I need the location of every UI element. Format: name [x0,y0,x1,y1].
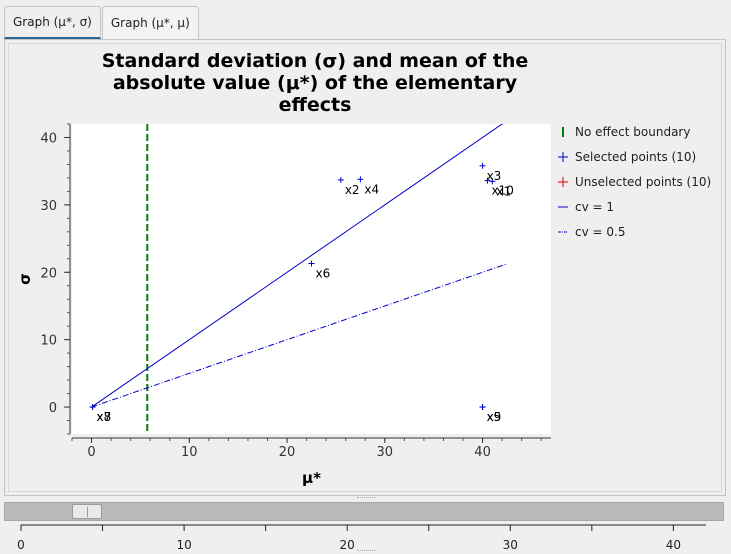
data-point-x4 [357,176,364,183]
y-tick-label: 30 [40,199,57,214]
slider-track[interactable] [4,502,724,521]
x-tick-label: 0 [87,445,95,460]
x-tick-label: 40 [474,445,491,460]
tab-bar: Graph (μ*, σ) Graph (μ*, μ) [4,6,200,40]
x-tick-label: 30 [377,445,394,460]
point-label-x7: x7 [97,410,112,424]
data-point-x10 [484,177,491,184]
point-label-x5: x5 [487,410,502,424]
point-label-x3: x3 [487,169,502,183]
y-tick-label: 20 [40,266,57,281]
cv-0-5-line [91,263,508,408]
data-point-x1 [489,178,496,185]
splitter-handle-top[interactable] [357,497,375,501]
x-tick-label: 20 [279,445,296,460]
x-axis-label: μ* [302,469,321,487]
point-label-x2: x2 [345,183,360,197]
point-label-x4: x4 [364,182,379,196]
data-point-x9 [479,404,486,411]
tab-graph-mu-star-sigma[interactable]: Graph (μ*, σ) [4,6,101,39]
ruler-tick-label: 0 [17,538,25,552]
ruler-tick-label: 30 [503,538,518,552]
chart-title-line-2: absolute value (μ*) of the elementary [112,72,518,94]
legend-label-cv-0-5: cv = 0.5 [575,225,625,239]
legend-label-no-effect-boundary: No effect boundary [575,125,690,139]
data-point-x2 [337,176,344,183]
legend-label-unselected-points-10: Unselected points (10) [575,175,711,189]
point-label-x9: x9 [487,410,502,424]
cv-1-line [91,124,504,408]
point-label-x6: x6 [316,267,331,281]
plot-marks [89,124,508,434]
scatter-chart: 0 10 20 30 40 0 10 20 30 40 μ* σ No effect boundary S… [16,123,711,487]
chart-title-line-3: effects [278,94,352,116]
ruler-tick-label: 40 [666,538,681,552]
data-point-x6 [308,260,315,267]
slider-scale: 0 10 20 30 40 [17,524,706,552]
legend-label-cv-1: cv = 1 [575,200,614,214]
graph-panel: Standard deviation (σ) and mean of the a… [4,39,726,496]
point-label-x8: x8 [97,410,112,424]
splitter-handle-bottom[interactable] [357,550,375,554]
y-tick-label: 40 [40,131,57,146]
data-point-x3 [479,162,486,169]
tab-graph-mu-star-mu[interactable]: Graph (μ*, μ) [101,6,199,39]
plot-area [72,124,551,434]
point-label-x10: x10 [491,184,513,198]
point-label-x1: x1 [496,184,511,198]
ruler-tick-label: 10 [176,538,191,552]
legend-label-selected-points-10: Selected points (10) [575,150,696,164]
ruler-tick-label: 20 [340,538,355,552]
chart-title-line-1: Standard deviation (σ) and mean of the [101,50,529,72]
y-tick-label: 10 [40,334,57,349]
y-axis-label: σ [16,273,34,285]
y-tick-label: 0 [49,401,57,416]
graph-panel-frame [8,43,722,492]
legend: No effect boundary Selected points (10) Un… [558,125,711,239]
x-tick-label: 10 [181,445,198,460]
slider-thumb[interactable] [72,504,103,519]
